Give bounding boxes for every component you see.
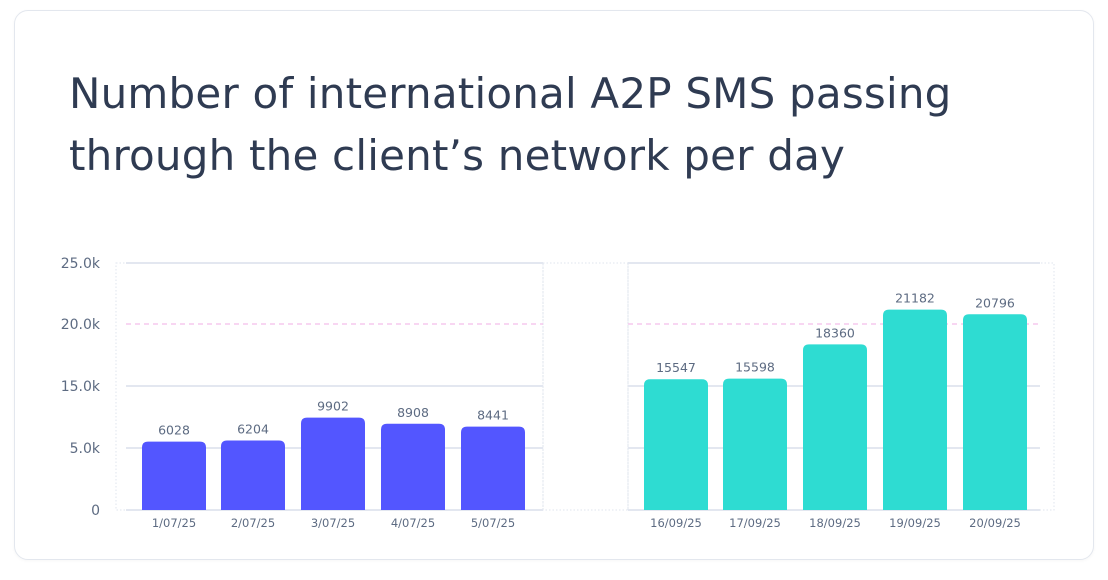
bar-value-label: 20796 — [975, 295, 1015, 310]
bar — [723, 378, 787, 510]
x-tick-label: 3/07/25 — [311, 516, 355, 530]
bar — [461, 426, 525, 510]
bar-value-label: 9902 — [317, 399, 349, 414]
x-tick-label: 1/07/25 — [152, 516, 196, 530]
bar — [803, 344, 867, 510]
bar-value-label: 15547 — [656, 360, 696, 375]
bar-value-label: 15598 — [735, 360, 775, 375]
bar-value-label: 6028 — [158, 423, 190, 438]
y-tick-label: 5.0k — [70, 441, 101, 457]
bar — [301, 417, 365, 510]
y-tick-label: 20.0k — [61, 317, 101, 333]
bar-value-label: 21182 — [895, 291, 935, 306]
x-tick-label: 20/09/25 — [969, 516, 1021, 530]
axis-break-frame — [542, 262, 629, 511]
bar — [221, 440, 285, 510]
bar-value-label: 8441 — [477, 408, 509, 423]
bar — [644, 379, 708, 510]
bar-value-label: 8908 — [397, 405, 429, 420]
y-tick-label: 25.0k — [61, 256, 101, 272]
x-tick-label: 19/09/25 — [889, 516, 941, 530]
bar — [142, 441, 206, 510]
y-tick-label: 0 — [91, 503, 100, 519]
y-tick-label: 15.0k — [61, 379, 101, 395]
bar — [381, 423, 445, 510]
x-tick-label: 5/07/25 — [471, 516, 515, 530]
x-tick-label: 16/09/25 — [650, 516, 702, 530]
x-tick-label: 18/09/25 — [809, 516, 861, 530]
bar — [963, 314, 1027, 510]
bar-value-label: 18360 — [815, 325, 855, 340]
x-tick-label: 2/07/25 — [231, 516, 275, 530]
bar-value-label: 6204 — [237, 422, 269, 437]
chart-title: Number of international A2P SMS passing … — [69, 69, 952, 180]
bar — [883, 309, 947, 510]
x-tick-label: 4/07/25 — [391, 516, 435, 530]
x-tick-label: 17/09/25 — [729, 516, 781, 530]
